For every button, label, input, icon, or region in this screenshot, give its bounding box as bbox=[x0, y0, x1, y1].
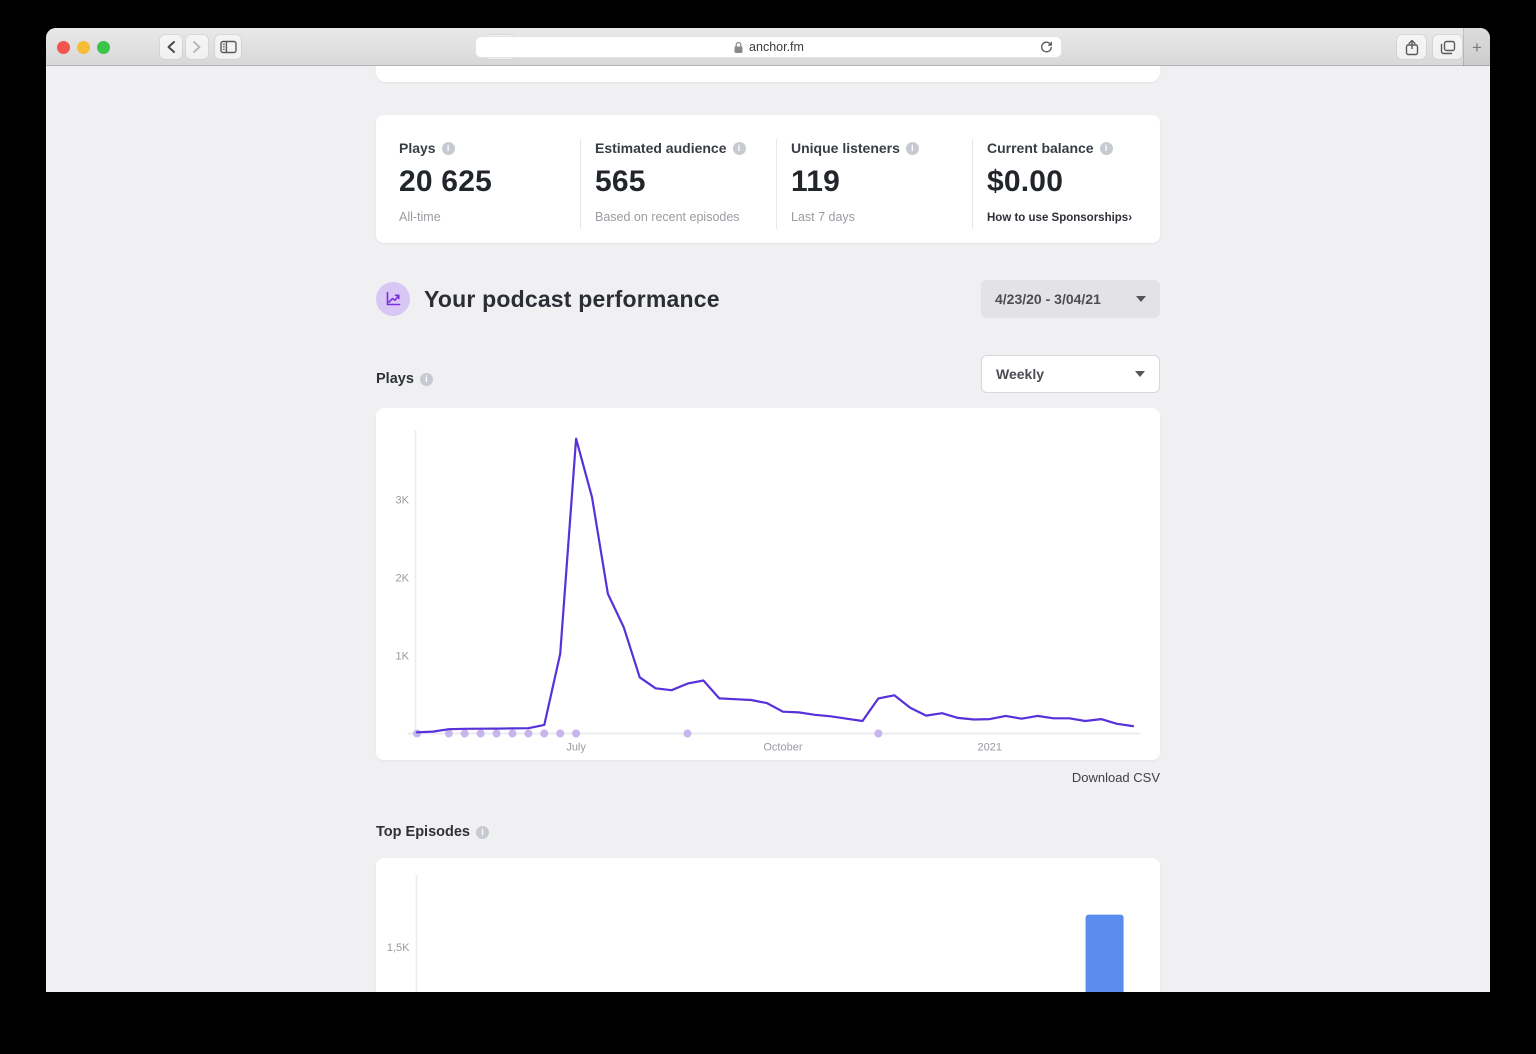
stat-value: 20 625 bbox=[399, 165, 492, 198]
info-icon[interactable] bbox=[732, 141, 746, 155]
plays-section-header: Plays Weekly bbox=[376, 355, 1160, 393]
stat-current-balance: Current balance $0.00 How to use Sponsor… bbox=[964, 115, 1160, 243]
plays-section-label: Plays bbox=[376, 371, 414, 387]
info-icon[interactable] bbox=[419, 372, 433, 386]
stat-value: 119 bbox=[791, 165, 840, 198]
reload-button[interactable] bbox=[1039, 40, 1054, 55]
info-icon[interactable] bbox=[441, 141, 455, 155]
stat-estimated-audience: Estimated audience 565 Based on recent e… bbox=[572, 115, 768, 243]
new-tab-button[interactable]: + bbox=[1463, 28, 1490, 66]
stat-label: Estimated audience bbox=[595, 140, 727, 156]
page-title: Your podcast performance bbox=[424, 285, 720, 312]
stat-subtext: All-time bbox=[399, 210, 441, 224]
top-episodes-bar-chart: 1,5K bbox=[387, 875, 1124, 992]
interval-dropdown[interactable]: Weekly bbox=[981, 355, 1160, 393]
info-icon[interactable] bbox=[905, 141, 919, 155]
chevron-left-icon bbox=[166, 40, 176, 54]
divider bbox=[972, 139, 973, 229]
top-episodes-label: Top Episodes bbox=[376, 824, 470, 840]
stat-label: Unique listeners bbox=[791, 140, 900, 156]
stat-unique-listeners: Unique listeners 119 Last 7 days bbox=[768, 115, 964, 243]
svg-text:1K: 1K bbox=[396, 651, 410, 663]
svg-text:2021: 2021 bbox=[978, 742, 1002, 754]
lock-icon bbox=[733, 41, 744, 54]
info-icon[interactable] bbox=[476, 825, 489, 839]
tab-overview-button[interactable] bbox=[1432, 34, 1463, 60]
scrolled-card-bottom bbox=[376, 66, 1160, 82]
browser-window: anchor.fm + Plays 20 6 bbox=[46, 28, 1490, 992]
svg-text:3K: 3K bbox=[396, 495, 410, 507]
chevron-right-icon bbox=[192, 40, 202, 54]
browser-titlebar: anchor.fm + bbox=[46, 28, 1490, 66]
svg-text:1,5K: 1,5K bbox=[387, 942, 410, 954]
svg-text:October: October bbox=[763, 742, 802, 754]
stats-summary-card: Plays 20 625 All-time Estimated audience… bbox=[376, 115, 1160, 243]
sidebar-toggle-button[interactable] bbox=[214, 34, 242, 60]
download-csv-link[interactable]: Download CSV bbox=[1071, 770, 1160, 785]
divider bbox=[776, 139, 777, 229]
tabs-icon bbox=[1440, 40, 1456, 55]
close-window-button[interactable] bbox=[57, 41, 70, 54]
window-controls bbox=[57, 41, 110, 54]
sponsorships-link[interactable]: How to use Sponsorships› bbox=[987, 212, 1133, 224]
stat-label: Current balance bbox=[987, 140, 1094, 156]
stat-plays: Plays 20 625 All-time bbox=[376, 115, 572, 243]
chevron-down-icon bbox=[1136, 296, 1146, 302]
address-bar[interactable]: anchor.fm bbox=[475, 36, 1062, 58]
top-episodes-header: Top Episodes bbox=[376, 823, 1160, 841]
share-button[interactable] bbox=[1396, 34, 1427, 60]
interval-value: Weekly bbox=[996, 366, 1044, 382]
stat-value: $0.00 bbox=[987, 165, 1064, 198]
divider bbox=[580, 139, 581, 229]
stat-subtext: Last 7 days bbox=[791, 210, 855, 224]
minimize-window-button[interactable] bbox=[77, 41, 90, 54]
page-body: Plays 20 625 All-time Estimated audience… bbox=[46, 66, 1490, 992]
top-episodes-chart-card: 1,5K bbox=[376, 858, 1160, 992]
address-text: anchor.fm bbox=[749, 40, 804, 54]
back-button[interactable] bbox=[159, 34, 183, 60]
svg-text:2K: 2K bbox=[396, 573, 410, 585]
share-icon bbox=[1405, 39, 1419, 56]
stat-subtext: Based on recent episodes bbox=[595, 210, 740, 224]
plus-icon: + bbox=[1472, 37, 1482, 57]
chevron-down-icon bbox=[1135, 371, 1145, 377]
stat-value: 565 bbox=[595, 165, 646, 198]
plays-chart-card: 1K 2K 3K July October 2021 bbox=[376, 408, 1160, 760]
date-range-value: 4/23/20 - 3/04/21 bbox=[995, 291, 1101, 307]
zoom-window-button[interactable] bbox=[97, 41, 110, 54]
svg-text:July: July bbox=[566, 742, 586, 754]
performance-header: Your podcast performance 4/23/20 - 3/04/… bbox=[376, 280, 1160, 318]
stat-label: Plays bbox=[399, 140, 436, 156]
date-range-dropdown[interactable]: 4/23/20 - 3/04/21 bbox=[981, 280, 1160, 318]
forward-button[interactable] bbox=[185, 34, 209, 60]
sidebar-icon bbox=[219, 40, 237, 54]
chevron-right-icon: › bbox=[1128, 212, 1133, 224]
info-icon[interactable] bbox=[1099, 141, 1113, 155]
line-chart-icon bbox=[376, 282, 410, 316]
plays-line-chart: 1K 2K 3K July October 2021 bbox=[396, 430, 1140, 754]
